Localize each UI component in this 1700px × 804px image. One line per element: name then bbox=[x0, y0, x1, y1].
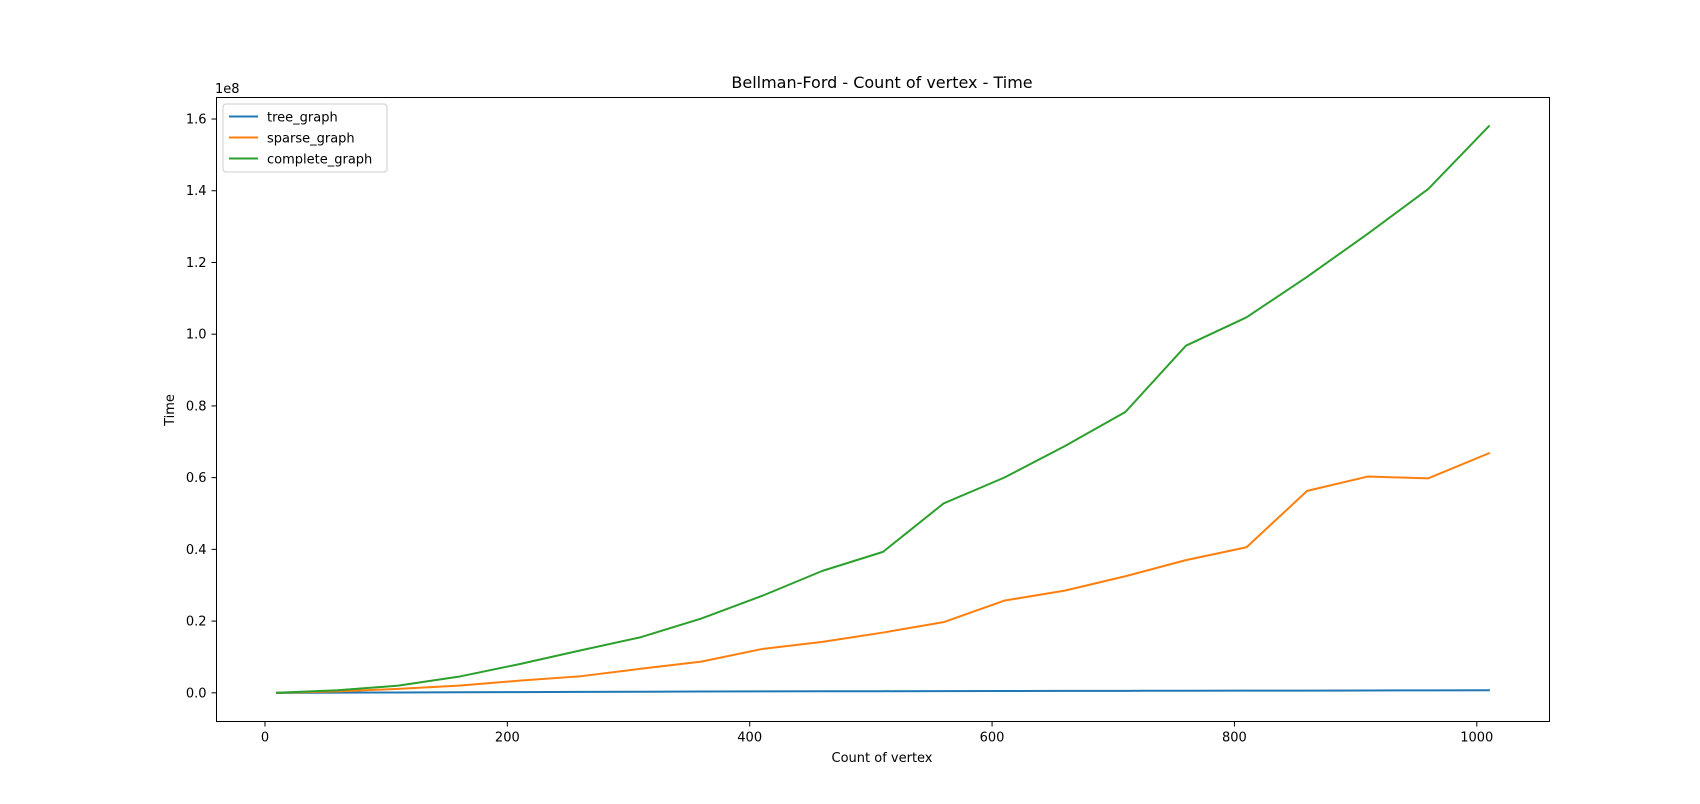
x-axis-label: Count of vertex bbox=[832, 751, 933, 766]
x-tick-label: 800 bbox=[1222, 731, 1247, 746]
y-tick-label: 0.6 bbox=[186, 471, 207, 486]
x-tick-label: 400 bbox=[737, 731, 762, 746]
x-tick-label: 600 bbox=[980, 731, 1005, 746]
x-tick-label: 1000 bbox=[1460, 731, 1493, 746]
series-line-tree-graph bbox=[276, 689, 1490, 694]
series-layer bbox=[276, 124, 1491, 694]
y-tick-label: 0.4 bbox=[186, 543, 207, 558]
y-tick-label: 1.6 bbox=[186, 113, 207, 128]
legend-box bbox=[222, 103, 388, 173]
series-line-sparse-graph bbox=[276, 451, 1491, 694]
x-tick-label: 200 bbox=[495, 731, 520, 746]
series-line-complete-graph bbox=[276, 124, 1491, 694]
legend-label: complete_graph bbox=[267, 153, 372, 168]
y-tick-label: 1.2 bbox=[186, 256, 207, 271]
y-tick-label: 1.4 bbox=[186, 184, 207, 199]
y-tick-label: 0.0 bbox=[186, 686, 207, 701]
legend-label: tree_graph bbox=[267, 111, 338, 126]
y-axis-label: Time bbox=[163, 394, 178, 427]
x-tick-label: 0 bbox=[261, 731, 269, 746]
y-tick-label: 0.8 bbox=[186, 399, 207, 414]
y-tick-label: 0.2 bbox=[186, 615, 207, 630]
legend: tree_graph sparse_graph complete_graph bbox=[222, 103, 388, 173]
plot-frame bbox=[216, 97, 1550, 722]
y-offset-label: 1e8 bbox=[215, 82, 240, 97]
y-tick-label: 1.0 bbox=[186, 328, 207, 343]
chart-title: Bellman-Ford - Count of vertex - Time bbox=[731, 73, 1032, 92]
legend-label: sparse_graph bbox=[267, 132, 355, 147]
ticks-layer: 0 200 400 600 800 1000 0.0 0.2 0.4 0.6 0.8 1.0 1.2 1.… bbox=[186, 113, 1494, 746]
